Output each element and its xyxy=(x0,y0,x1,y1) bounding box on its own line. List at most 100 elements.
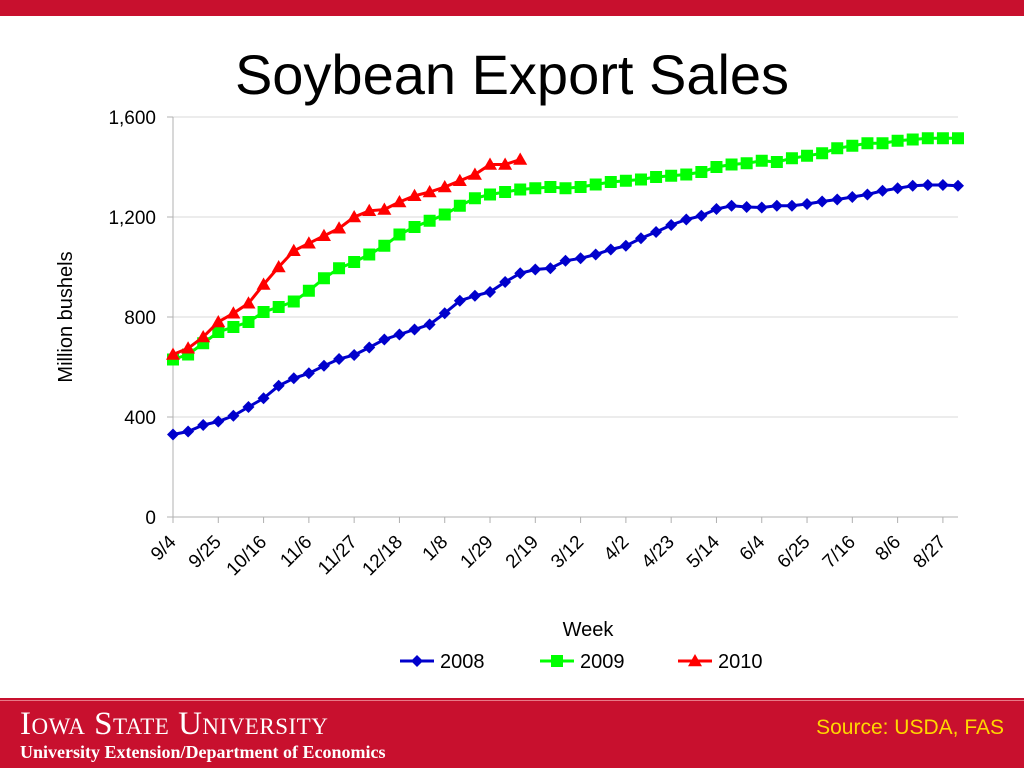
series-2009 xyxy=(167,132,964,366)
y-tick-label: 800 xyxy=(124,308,156,329)
data-point-2010 xyxy=(226,306,241,319)
data-point-2008 xyxy=(710,203,723,215)
top-red-bar xyxy=(0,0,1024,16)
x-axis-title: Week xyxy=(563,619,615,641)
x-tick-label: 5/14 xyxy=(683,531,724,572)
data-point-2010 xyxy=(362,203,377,216)
data-point-2009 xyxy=(665,169,678,182)
data-point-2008 xyxy=(423,318,436,331)
data-point-2010 xyxy=(347,210,362,223)
x-tick-label: 4/23 xyxy=(638,532,679,573)
data-point-2010 xyxy=(166,347,180,360)
data-point-2008 xyxy=(725,199,738,212)
data-point-2008 xyxy=(589,248,602,261)
series-lines xyxy=(166,132,964,441)
data-point-2008 xyxy=(378,333,391,346)
data-point-2008 xyxy=(317,359,330,372)
data-point-2008 xyxy=(574,252,587,265)
data-point-2008 xyxy=(499,276,512,288)
series-line-2009 xyxy=(172,136,958,361)
data-point-2009 xyxy=(363,248,376,261)
data-point-2009 xyxy=(876,137,889,150)
data-point-2009 xyxy=(801,149,814,162)
legend-marker xyxy=(551,655,563,667)
data-point-2010 xyxy=(422,185,437,198)
data-point-2009 xyxy=(317,272,330,285)
data-point-2008 xyxy=(197,419,210,431)
data-point-2010 xyxy=(181,341,196,354)
x-tick-label: 9/4 xyxy=(147,531,181,565)
data-point-2009 xyxy=(257,306,270,318)
data-point-2008 xyxy=(846,191,859,203)
data-point-2008 xyxy=(876,184,889,197)
data-point-2009 xyxy=(438,208,451,221)
footer-rule xyxy=(0,700,1024,701)
x-tick-label: 1/29 xyxy=(457,532,498,573)
legend-item-2009: 2009 xyxy=(540,651,625,673)
data-point-2010 xyxy=(483,157,498,170)
data-point-2009 xyxy=(650,171,663,183)
data-point-2008 xyxy=(665,219,678,231)
data-point-2009 xyxy=(393,228,406,241)
data-point-2008 xyxy=(861,188,874,201)
x-tick-label: 3/12 xyxy=(547,532,588,573)
data-point-2009 xyxy=(710,161,723,173)
data-point-2010 xyxy=(286,243,301,256)
data-point-2009 xyxy=(348,256,361,268)
data-point-2009 xyxy=(287,295,300,308)
series-line-2010 xyxy=(172,158,521,356)
data-point-2008 xyxy=(680,213,693,226)
university-wordmark: Iowa State University xyxy=(20,706,329,742)
data-point-2008 xyxy=(816,195,829,208)
x-tick-label: 12/18 xyxy=(359,532,407,580)
data-point-2008 xyxy=(212,415,225,428)
axes xyxy=(167,116,958,523)
series-line-2008 xyxy=(172,183,959,436)
data-point-2008 xyxy=(604,243,617,256)
data-point-2009 xyxy=(619,174,632,187)
data-point-2008 xyxy=(348,349,361,361)
data-point-2009 xyxy=(378,239,391,252)
data-point-2008 xyxy=(936,179,949,191)
data-point-2008 xyxy=(801,198,814,210)
data-point-2010 xyxy=(392,195,407,208)
slide-title: Soybean Export Sales xyxy=(234,43,790,106)
series-2010 xyxy=(166,152,528,360)
x-tick-label: 2/19 xyxy=(502,532,543,573)
data-point-2009 xyxy=(740,157,753,170)
data-point-2008 xyxy=(257,392,270,405)
data-point-2008 xyxy=(650,226,663,238)
data-point-2009 xyxy=(831,142,844,155)
data-point-2009 xyxy=(242,316,255,328)
legend-marker xyxy=(688,654,702,667)
data-point-2009 xyxy=(574,181,587,193)
data-point-2008 xyxy=(785,199,798,212)
data-point-2009 xyxy=(499,186,512,198)
data-point-2009 xyxy=(770,156,783,168)
data-point-2010 xyxy=(196,330,211,343)
data-point-2009 xyxy=(785,152,798,165)
data-point-2009 xyxy=(529,182,542,195)
data-point-2009 xyxy=(695,166,708,178)
x-tick-label: 1/8 xyxy=(419,532,453,566)
data-point-2009 xyxy=(302,284,315,297)
y-tick-label: 1,600 xyxy=(108,108,156,129)
data-point-2009 xyxy=(544,181,557,193)
data-point-2008 xyxy=(906,179,919,192)
legend-label: 2008 xyxy=(440,651,485,673)
data-point-2009 xyxy=(680,168,693,181)
data-point-2009 xyxy=(408,221,421,233)
data-point-2010 xyxy=(211,315,226,328)
data-point-2009 xyxy=(423,214,436,227)
data-point-2010 xyxy=(316,228,331,241)
data-point-2008 xyxy=(167,428,179,441)
legend-label: 2009 xyxy=(580,651,625,673)
legend-marker xyxy=(411,655,423,667)
data-point-2008 xyxy=(363,341,376,354)
data-point-2009 xyxy=(936,132,949,145)
x-tick-label: 9/25 xyxy=(185,532,226,573)
data-point-2009 xyxy=(484,188,497,201)
data-point-2008 xyxy=(438,307,451,320)
gridlines xyxy=(173,116,958,418)
